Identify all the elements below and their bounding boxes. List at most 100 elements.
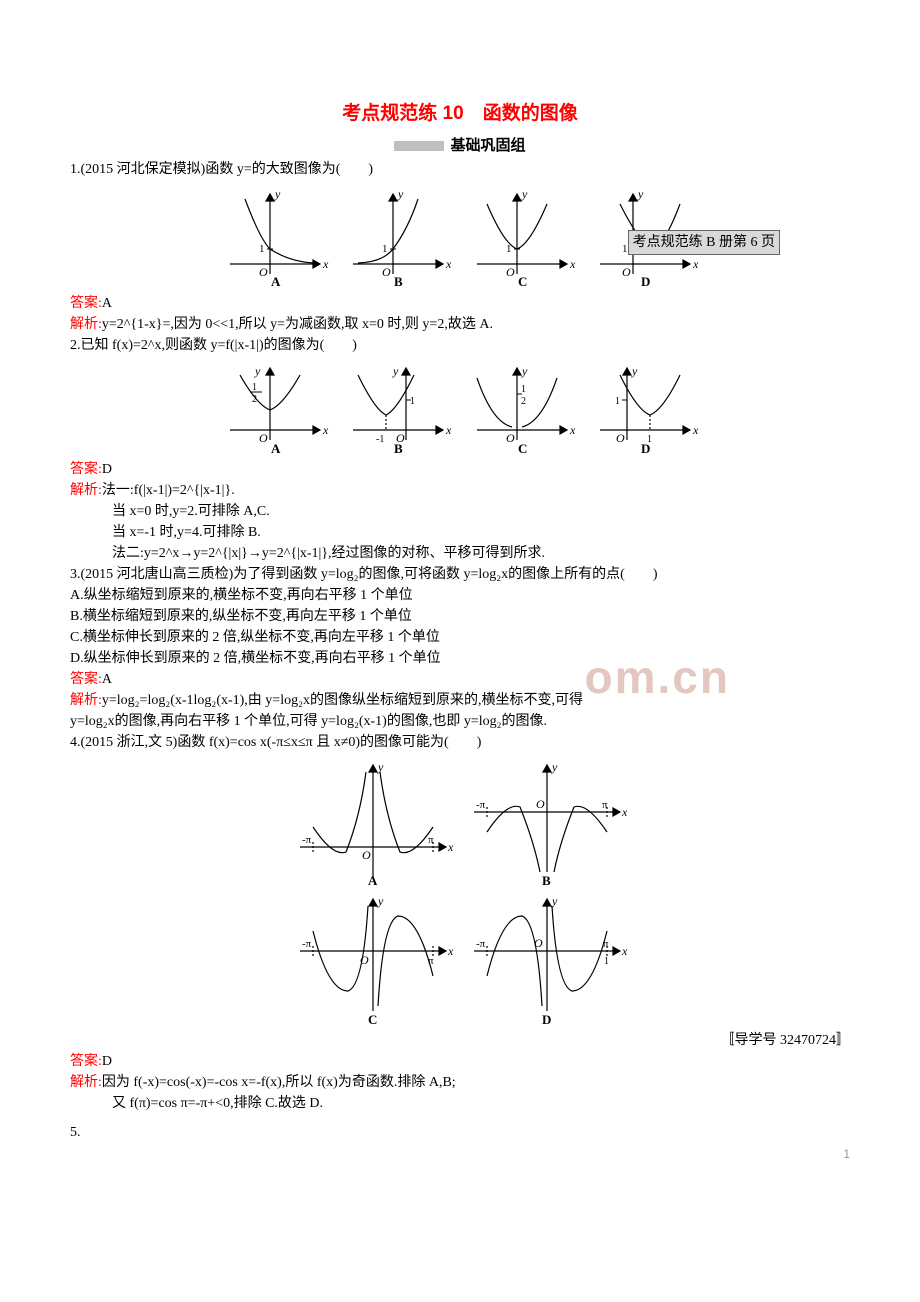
- svg-text:D: D: [641, 274, 650, 289]
- svg-text:x: x: [445, 257, 452, 271]
- svg-text:-π: -π: [302, 938, 312, 950]
- svg-text:O: O: [506, 265, 515, 279]
- q1-analysis-text: y=2^{1-x}=,因为 0<<1,所以 y=为减函数,取 x=0 时,则 y…: [102, 317, 493, 332]
- question-1: 1.(2015 河北保定模拟)函数 y=的大致图像为( ): [70, 159, 850, 180]
- svg-text:O: O: [362, 848, 371, 862]
- answer-label: 答案:: [70, 672, 102, 687]
- svg-text:y: y: [254, 364, 261, 378]
- q2-answer-value: D: [102, 462, 112, 477]
- q1-stem: 1.(2015 河北保定模拟)函数 y=的大致图像为( ): [70, 162, 373, 177]
- question-2: 2.已知 f(x)=2^x,则函数 y=f(|x-1|)的图像为( ): [70, 335, 850, 356]
- svg-text:1: 1: [604, 956, 609, 967]
- svg-text:1: 1: [410, 396, 415, 407]
- svg-text:-π: -π: [476, 938, 486, 950]
- q4-a2: 又 f(π)=cos π=-π+<0,排除 C.故选 D.: [70, 1093, 850, 1114]
- section-label: 基础巩固组: [450, 138, 525, 154]
- q2-a4: 法二:y=2^x→y=2^{|x|}→y=2^{|x-1|},经过图像的对称、平…: [70, 543, 850, 564]
- svg-text:x: x: [447, 840, 454, 854]
- q2-figures: x y 1 2 O A x y 1 -1 O B: [70, 360, 850, 455]
- svg-text:y: y: [521, 187, 528, 201]
- q3-optC: C.横坐标伸长到原来的 2 倍,纵坐标不变,再向左平移 1 个单位: [70, 627, 850, 648]
- q3-answer: 答案:A: [70, 669, 850, 690]
- svg-text:-π: -π: [476, 799, 486, 811]
- q1-answer-value: A: [102, 296, 112, 311]
- answer-label: 答案:: [70, 462, 102, 477]
- analysis-label: 解析:: [70, 483, 102, 498]
- svg-text:y: y: [551, 894, 558, 908]
- svg-text:O: O: [536, 797, 545, 811]
- svg-text:B: B: [542, 873, 551, 887]
- svg-text:π: π: [428, 834, 434, 846]
- q4-ref-wrap: 〚导学号 32470724〛: [70, 1030, 850, 1051]
- svg-text:C: C: [518, 274, 527, 289]
- svg-text:A: A: [271, 441, 281, 455]
- svg-text:y: y: [631, 364, 638, 378]
- q3-optB: B.横坐标缩短到原来的,纵坐标不变,再向左平移 1 个单位: [70, 606, 850, 627]
- svg-text:x: x: [692, 257, 699, 271]
- section-bar-icon: [394, 141, 444, 151]
- q3-answer-value: A: [102, 672, 112, 687]
- svg-text:C: C: [368, 1012, 377, 1026]
- svg-text:π: π: [603, 938, 609, 950]
- page-number: 1: [843, 1145, 850, 1163]
- svg-text:1: 1: [252, 382, 257, 393]
- svg-text:-1: -1: [376, 434, 384, 445]
- svg-text:x: x: [569, 257, 576, 271]
- svg-text:O: O: [534, 936, 543, 950]
- svg-text:-π: -π: [302, 834, 312, 846]
- q4-a1: 因为 f(-x)=cos(-x)=-cos x=-f(x),所以 f(x)为奇函…: [102, 1075, 456, 1090]
- analysis-label: 解析:: [70, 693, 102, 708]
- analysis-label: 解析:: [70, 317, 102, 332]
- svg-text:A: A: [368, 873, 378, 887]
- q3-optD: D.纵坐标伸长到原来的 2 倍,横坐标不变,再向右平移 1 个单位: [70, 648, 850, 669]
- q3-optA: A.纵坐标缩短到原来的,横坐标不变,再向右平移 1 个单位: [70, 585, 850, 606]
- svg-text:y: y: [377, 894, 384, 908]
- svg-text:x: x: [621, 944, 628, 958]
- svg-text:C: C: [518, 441, 527, 455]
- question-5: 5.: [70, 1122, 850, 1143]
- svg-text:O: O: [360, 953, 369, 967]
- svg-text:O: O: [506, 431, 515, 445]
- q4-answer-value: D: [102, 1054, 112, 1069]
- svg-text:x: x: [322, 257, 329, 271]
- book-reference: 考点规范练 B 册第 6 页: [628, 230, 780, 255]
- q3-analysis: 解析:y=log₂=log₂(x-1log₂(x-1),由 y=log₂x的图像…: [70, 690, 850, 732]
- question-3: 3.(2015 河北唐山高三质检)为了得到函数 y=log₂的图像,可将函数 y…: [70, 564, 850, 585]
- q5-stem: 5.: [70, 1125, 81, 1140]
- svg-text:x: x: [569, 423, 576, 437]
- svg-text:y: y: [397, 187, 404, 201]
- answer-label: 答案:: [70, 296, 102, 311]
- q3-a2: y=log₂x的图像,再向右平移 1 个单位,可得 y=log₂(x-1)的图像…: [70, 714, 547, 729]
- svg-text:1: 1: [259, 243, 265, 255]
- svg-text:O: O: [259, 265, 268, 279]
- q2-answer: 答案:D: [70, 459, 850, 480]
- svg-text:π: π: [428, 955, 434, 967]
- svg-text:1: 1: [382, 243, 388, 255]
- answer-label: 答案:: [70, 1054, 102, 1069]
- svg-text:2: 2: [252, 394, 257, 405]
- q2-analysis: 解析:法一:f(|x-1|)=2^{|x-1|}. 当 x=0 时,y=2.可排…: [70, 480, 850, 564]
- q4-stem: 4.(2015 浙江,文 5)函数 f(x)=cos x(-π≤x≤π 且 x≠…: [70, 735, 481, 750]
- section-header: 基础巩固组: [70, 135, 850, 158]
- q2-stem: 2.已知 f(x)=2^x,则函数 y=f(|x-1|)的图像为( ): [70, 338, 357, 353]
- svg-text:y: y: [392, 364, 399, 378]
- svg-text:y: y: [274, 187, 281, 201]
- q2-a3: 当 x=-1 时,y=4.可排除 B.: [70, 522, 850, 543]
- svg-text:O: O: [259, 431, 268, 445]
- q4-reference: 〚导学号 32470724〛: [721, 1033, 851, 1048]
- svg-text:1: 1: [521, 384, 526, 395]
- analysis-label: 解析:: [70, 1075, 102, 1090]
- q3-stem: 3.(2015 河北唐山高三质检)为了得到函数 y=log₂的图像,可将函数 y…: [70, 567, 657, 582]
- svg-text:B: B: [394, 274, 403, 289]
- svg-text:O: O: [622, 265, 631, 279]
- svg-text:y: y: [521, 364, 528, 378]
- svg-text:x: x: [445, 423, 452, 437]
- svg-text:1: 1: [615, 396, 620, 407]
- svg-text:x: x: [621, 805, 628, 819]
- q3-a1: y=log₂=log₂(x-1log₂(x-1),由 y=log₂x的图像纵坐标…: [102, 693, 583, 708]
- svg-text:y: y: [377, 760, 384, 774]
- q1-answer: 答案:A: [70, 293, 850, 314]
- q1-analysis: 解析:y=2^{1-x}=,因为 0<<1,所以 y=为减函数,取 x=0 时,…: [70, 314, 850, 335]
- question-4: 4.(2015 浙江,文 5)函数 f(x)=cos x(-π≤x≤π 且 x≠…: [70, 732, 850, 753]
- svg-text:O: O: [382, 265, 391, 279]
